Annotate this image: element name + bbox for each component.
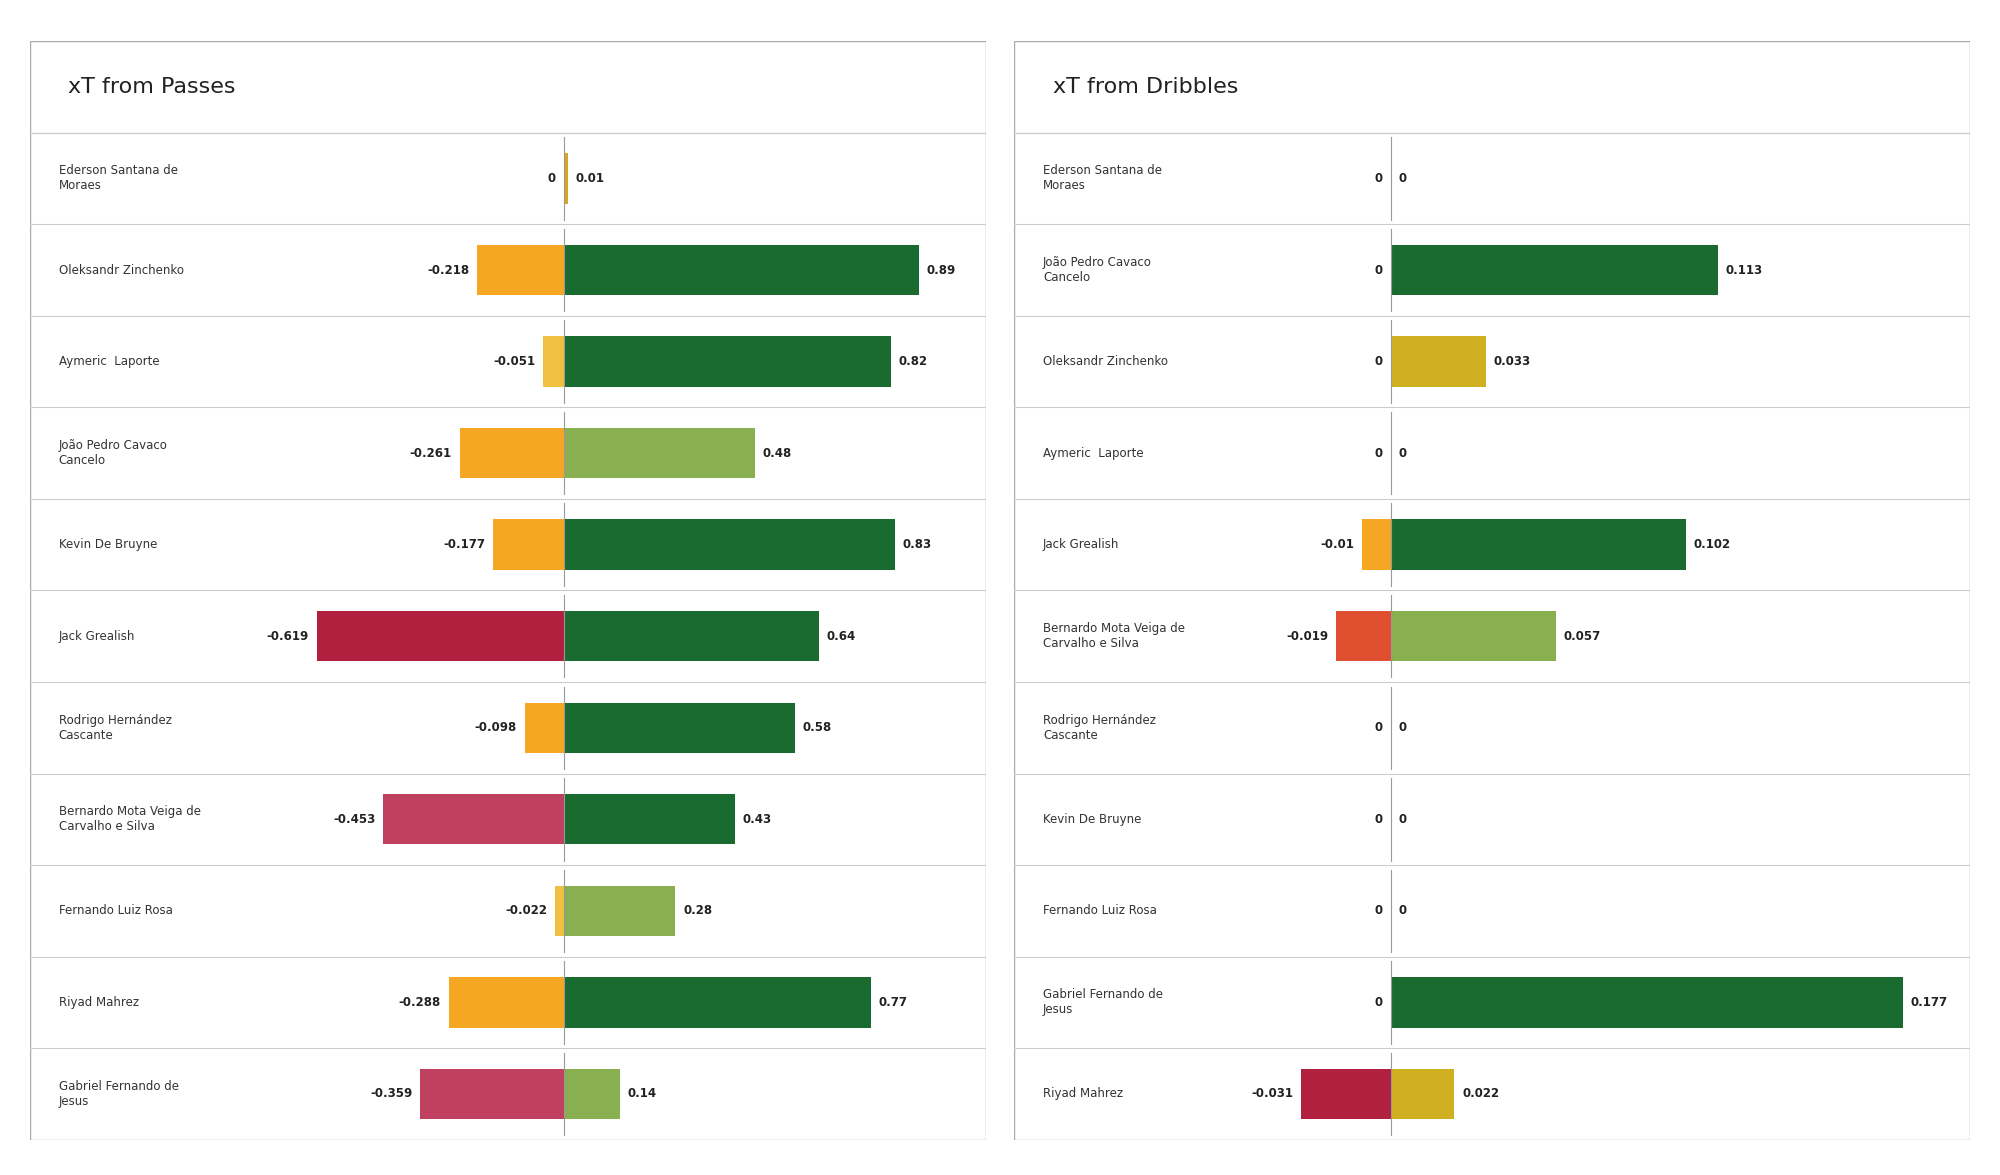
Text: -0.453: -0.453 — [334, 813, 376, 826]
Bar — [524, 703, 564, 753]
Text: 0: 0 — [1398, 172, 1406, 184]
Bar — [448, 978, 564, 1028]
Bar — [564, 153, 568, 203]
Text: 0.64: 0.64 — [826, 630, 856, 643]
Bar — [1390, 978, 1904, 1028]
Text: Kevin De Bruyne: Kevin De Bruyne — [58, 538, 158, 551]
Text: -0.177: -0.177 — [444, 538, 486, 551]
Text: 0.77: 0.77 — [878, 996, 908, 1009]
Text: Riyad Mahrez: Riyad Mahrez — [1044, 1088, 1124, 1101]
Text: 0: 0 — [1374, 996, 1384, 1009]
Bar — [564, 519, 894, 570]
Text: 0: 0 — [1374, 905, 1384, 918]
Text: Gabriel Fernando de
Jesus: Gabriel Fernando de Jesus — [58, 1080, 178, 1108]
Text: 0: 0 — [1374, 446, 1384, 459]
Bar — [382, 794, 564, 845]
Bar — [544, 336, 564, 387]
Text: -0.218: -0.218 — [426, 263, 470, 276]
Bar — [564, 336, 890, 387]
Text: xT from Dribbles: xT from Dribbles — [1052, 76, 1238, 96]
Text: 0: 0 — [1374, 813, 1384, 826]
Text: 0.177: 0.177 — [1910, 996, 1948, 1009]
Text: 0.89: 0.89 — [926, 263, 956, 276]
Text: -0.019: -0.019 — [1286, 630, 1328, 643]
Text: Rodrigo Hernández
Cascante: Rodrigo Hernández Cascante — [58, 713, 172, 741]
Text: 0.48: 0.48 — [762, 446, 792, 459]
Text: -0.261: -0.261 — [410, 446, 452, 459]
Text: 0.057: 0.057 — [1564, 630, 1600, 643]
Bar — [1390, 244, 1718, 295]
Text: 0.01: 0.01 — [576, 172, 604, 184]
Text: 0.113: 0.113 — [1726, 263, 1762, 276]
Text: -0.01: -0.01 — [1320, 538, 1354, 551]
Text: Kevin De Bruyne: Kevin De Bruyne — [1044, 813, 1142, 826]
Bar — [1390, 519, 1686, 570]
Bar — [1302, 1069, 1390, 1119]
Text: -0.022: -0.022 — [506, 905, 548, 918]
Text: -0.098: -0.098 — [474, 721, 516, 734]
Bar — [554, 886, 564, 936]
Text: 0: 0 — [1374, 263, 1384, 276]
Bar — [564, 794, 736, 845]
Text: 0: 0 — [1398, 905, 1406, 918]
Bar — [1390, 336, 1486, 387]
Text: 0: 0 — [1374, 721, 1384, 734]
Text: 0: 0 — [1398, 813, 1406, 826]
Text: Aymeric  Laporte: Aymeric Laporte — [1044, 446, 1144, 459]
Text: Oleksandr Zinchenko: Oleksandr Zinchenko — [58, 263, 184, 276]
Text: -0.031: -0.031 — [1252, 1088, 1294, 1101]
Bar — [564, 611, 820, 662]
Text: João Pedro Cavaco
Cancelo: João Pedro Cavaco Cancelo — [1044, 256, 1152, 284]
Text: Oleksandr Zinchenko: Oleksandr Zinchenko — [1044, 355, 1168, 368]
Text: 0.28: 0.28 — [684, 905, 712, 918]
Text: 0.58: 0.58 — [802, 721, 832, 734]
Text: Bernardo Mota Veiga de
Carvalho e Silva: Bernardo Mota Veiga de Carvalho e Silva — [1044, 623, 1186, 650]
Text: 0.102: 0.102 — [1694, 538, 1730, 551]
Text: -0.051: -0.051 — [494, 355, 536, 368]
Text: João Pedro Cavaco
Cancelo: João Pedro Cavaco Cancelo — [58, 439, 168, 468]
Text: Bernardo Mota Veiga de
Carvalho e Silva: Bernardo Mota Veiga de Carvalho e Silva — [58, 805, 200, 833]
Bar — [564, 978, 870, 1028]
Bar — [1362, 519, 1390, 570]
Text: Riyad Mahrez: Riyad Mahrez — [58, 996, 138, 1009]
Text: 0.14: 0.14 — [628, 1088, 656, 1101]
Text: Rodrigo Hernández
Cascante: Rodrigo Hernández Cascante — [1044, 713, 1156, 741]
Text: 0.43: 0.43 — [742, 813, 772, 826]
Text: Aymeric  Laporte: Aymeric Laporte — [58, 355, 160, 368]
Text: 0.033: 0.033 — [1494, 355, 1532, 368]
Text: 0: 0 — [1398, 721, 1406, 734]
Bar — [476, 244, 564, 295]
Bar — [564, 886, 676, 936]
Text: -0.359: -0.359 — [370, 1088, 412, 1101]
Bar — [564, 428, 756, 478]
Bar — [564, 1069, 620, 1119]
Bar — [494, 519, 564, 570]
Text: -0.619: -0.619 — [266, 630, 310, 643]
Bar — [460, 428, 564, 478]
Text: 0: 0 — [1374, 355, 1384, 368]
Bar — [564, 703, 796, 753]
Text: Jack Grealish: Jack Grealish — [58, 630, 136, 643]
Text: 0.82: 0.82 — [898, 355, 928, 368]
Text: xT from Passes: xT from Passes — [68, 76, 236, 96]
Text: Jack Grealish: Jack Grealish — [1044, 538, 1120, 551]
Text: 0.022: 0.022 — [1462, 1088, 1500, 1101]
Bar — [420, 1069, 564, 1119]
Text: Gabriel Fernando de
Jesus: Gabriel Fernando de Jesus — [1044, 988, 1164, 1016]
Bar — [564, 244, 918, 295]
Text: 0: 0 — [1374, 172, 1384, 184]
Text: 0: 0 — [548, 172, 556, 184]
Text: Ederson Santana de
Moraes: Ederson Santana de Moraes — [58, 165, 178, 193]
Text: 0.83: 0.83 — [902, 538, 932, 551]
Bar — [1336, 611, 1390, 662]
Text: -0.288: -0.288 — [398, 996, 442, 1009]
Bar — [316, 611, 564, 662]
Bar — [1390, 611, 1556, 662]
Text: Ederson Santana de
Moraes: Ederson Santana de Moraes — [1044, 165, 1162, 193]
Text: Fernando Luiz Rosa: Fernando Luiz Rosa — [1044, 905, 1156, 918]
Bar — [1390, 1069, 1454, 1119]
Text: 0: 0 — [1398, 446, 1406, 459]
Text: Fernando Luiz Rosa: Fernando Luiz Rosa — [58, 905, 172, 918]
